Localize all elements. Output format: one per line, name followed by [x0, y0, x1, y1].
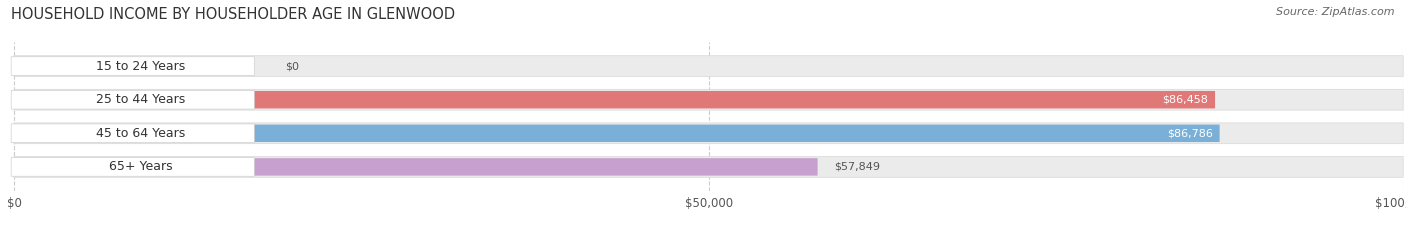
Text: HOUSEHOLD INCOME BY HOUSEHOLDER AGE IN GLENWOOD: HOUSEHOLD INCOME BY HOUSEHOLDER AGE IN G… — [11, 7, 456, 22]
FancyBboxPatch shape — [14, 89, 1403, 110]
Text: $86,786: $86,786 — [1167, 128, 1212, 138]
FancyBboxPatch shape — [14, 57, 35, 75]
FancyBboxPatch shape — [11, 90, 254, 109]
FancyBboxPatch shape — [14, 157, 1403, 177]
Text: Source: ZipAtlas.com: Source: ZipAtlas.com — [1277, 7, 1395, 17]
Text: $86,458: $86,458 — [1163, 95, 1208, 105]
FancyBboxPatch shape — [14, 125, 1219, 142]
FancyBboxPatch shape — [14, 56, 1403, 76]
Text: $57,849: $57,849 — [834, 162, 880, 172]
Text: 15 to 24 Years: 15 to 24 Years — [96, 60, 186, 73]
Text: 65+ Years: 65+ Years — [108, 160, 172, 173]
FancyBboxPatch shape — [11, 57, 254, 75]
FancyBboxPatch shape — [14, 123, 1403, 144]
FancyBboxPatch shape — [11, 158, 254, 176]
Text: 25 to 44 Years: 25 to 44 Years — [96, 93, 186, 106]
Text: 45 to 64 Years: 45 to 64 Years — [96, 127, 186, 140]
FancyBboxPatch shape — [11, 124, 254, 143]
FancyBboxPatch shape — [14, 91, 1215, 108]
FancyBboxPatch shape — [14, 158, 818, 176]
Text: $0: $0 — [285, 61, 299, 71]
